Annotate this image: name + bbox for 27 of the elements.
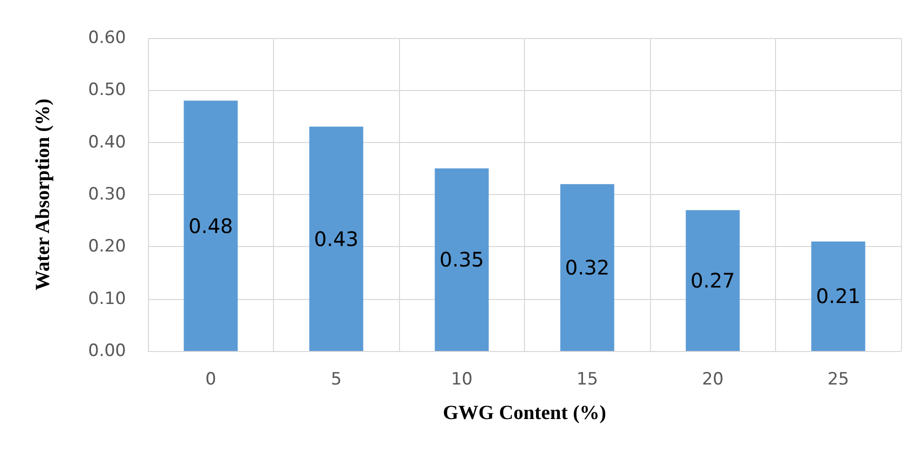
bar — [184, 100, 238, 351]
bar — [686, 210, 740, 351]
bar — [811, 241, 866, 351]
data-label: 0.43 — [314, 226, 359, 251]
x-tick-label: 25 — [827, 370, 850, 390]
data-label: 0.48 — [188, 214, 234, 238]
y-tick-label: 0.50 — [88, 80, 126, 100]
x-axis-title: GWG Content (%) — [442, 402, 606, 424]
y-tick-label: 0.10 — [88, 288, 126, 309]
y-tick-label: 0.20 — [88, 236, 126, 257]
bar — [309, 126, 364, 351]
y-tick-label: 0.30 — [88, 184, 126, 204]
data-label: 0.21 — [816, 284, 861, 308]
x-tick-label: 20 — [702, 370, 724, 390]
y-tick-label: 0.40 — [88, 132, 126, 152]
x-tick-label: 15 — [576, 370, 598, 390]
x-tick-label: 5 — [330, 370, 342, 390]
data-label: 0.35 — [439, 248, 484, 272]
data-label: 0.27 — [690, 268, 736, 293]
x-tick-label: 10 — [450, 370, 473, 390]
y-axis-title: Water Absorption (%) — [32, 98, 54, 290]
y-tick-label: 0.60 — [88, 28, 126, 48]
bar — [434, 168, 489, 351]
x-tick-label: 0 — [205, 370, 216, 390]
bar — [560, 184, 614, 351]
data-label: 0.32 — [564, 256, 610, 280]
y-tick-label: 0.00 — [88, 341, 126, 361]
